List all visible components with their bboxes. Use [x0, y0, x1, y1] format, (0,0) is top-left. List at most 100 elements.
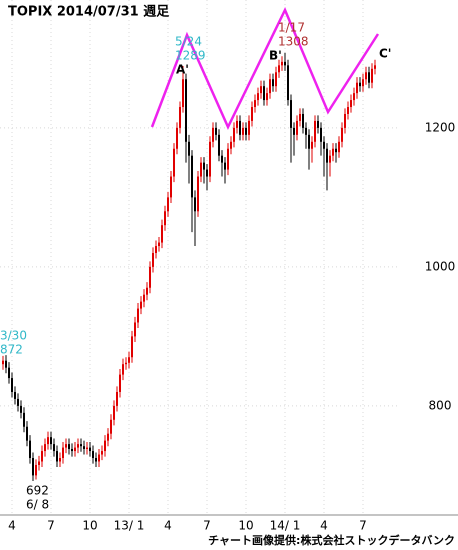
y-tick-label: 1200	[425, 120, 456, 134]
candle-body	[227, 148, 229, 170]
candle-body	[125, 362, 127, 365]
credit: チャート画像提供:株式会社ストックデータバンク	[208, 533, 455, 547]
candle-body	[311, 141, 313, 149]
annotation: C'	[379, 47, 391, 61]
candle-body	[131, 336, 133, 358]
candle-body	[290, 100, 292, 128]
candle-body	[260, 86, 262, 94]
candle-body	[209, 141, 211, 177]
candle-body	[65, 444, 67, 448]
candle-body	[29, 440, 31, 459]
candle-body	[110, 419, 112, 434]
candle-body	[245, 127, 247, 135]
candle-body	[371, 68, 373, 83]
x-tick-label: 4	[320, 519, 328, 533]
x-tick-label: 10	[238, 519, 253, 533]
candle-body	[26, 426, 28, 441]
annotation: 3/30	[0, 329, 27, 343]
candle-body	[326, 148, 328, 163]
candle-body	[368, 72, 370, 83]
candle-body	[320, 127, 322, 142]
candle-body	[200, 162, 202, 177]
candle-body	[107, 433, 109, 441]
x-tick-label: 7	[47, 519, 55, 533]
candle-body	[155, 246, 157, 253]
candle-body	[269, 79, 271, 94]
candle-body	[44, 444, 46, 452]
annotation: B'	[269, 49, 282, 63]
candle-body	[89, 447, 91, 452]
candle-body	[116, 391, 118, 406]
grid	[0, 0, 400, 515]
candle-body	[2, 360, 4, 365]
candle-body	[74, 447, 76, 452]
annotation: A'	[176, 63, 189, 77]
candle-body	[374, 65, 376, 69]
candle-body	[233, 127, 235, 142]
candle-body	[122, 364, 124, 375]
candle-body	[203, 162, 205, 170]
x-tick-label: 13/ 1	[114, 519, 145, 533]
candle-body	[299, 113, 301, 121]
candle-body	[80, 444, 82, 447]
candle-body	[332, 148, 334, 156]
candle-body	[356, 82, 358, 94]
candle-body	[272, 79, 274, 87]
candle-body	[170, 176, 172, 198]
candle-body	[92, 451, 94, 459]
candle-body	[251, 107, 253, 121]
candle-body	[317, 120, 319, 128]
candle-body	[101, 451, 103, 455]
candle-body	[20, 405, 22, 413]
candle-body	[302, 113, 304, 128]
candle-body	[77, 444, 79, 448]
x-tick-label: 10	[82, 519, 97, 533]
candle-body	[284, 61, 286, 66]
candle-body	[146, 287, 148, 295]
candle-body	[167, 197, 169, 212]
candle-body	[197, 176, 199, 212]
candle-body	[11, 378, 13, 392]
x-tick-label: 4	[164, 519, 172, 533]
candle-body	[164, 211, 166, 226]
candle-body	[308, 134, 310, 149]
candle-body	[68, 444, 70, 449]
candle-body	[185, 79, 187, 142]
annotation: 1289	[175, 49, 206, 63]
annotation: 6/ 8	[26, 498, 49, 512]
candle-body	[224, 162, 226, 170]
annotation: 1308	[278, 35, 309, 49]
pattern-line	[150, 6, 380, 130]
candles	[2, 52, 376, 481]
candle-body	[98, 454, 100, 462]
annotation: 692	[26, 484, 49, 498]
candle-body	[140, 301, 142, 309]
candle-body	[362, 79, 364, 87]
candle-body	[149, 266, 151, 288]
candle-body	[173, 148, 175, 177]
annotation: 872	[0, 343, 23, 357]
chart-title: TOPIX 2014/07/31 週足	[8, 5, 170, 20]
candle-body	[257, 93, 259, 101]
candle-body	[137, 308, 139, 323]
candle-body	[32, 458, 34, 476]
candle-body	[350, 100, 352, 108]
candle-body	[242, 127, 244, 135]
candle-body	[206, 169, 208, 177]
candle-body	[152, 252, 154, 267]
candle-body	[86, 447, 88, 449]
candle-body	[239, 120, 241, 135]
candle-body	[8, 367, 10, 379]
candle-body	[293, 127, 295, 135]
candle-body	[353, 93, 355, 101]
candle-body	[305, 127, 307, 135]
candle-body	[275, 72, 277, 87]
candle-body	[176, 127, 178, 149]
candle-body	[278, 65, 280, 73]
candle-body	[263, 86, 265, 101]
candle-body	[194, 197, 196, 212]
candle-body	[83, 446, 85, 449]
candle-body	[347, 107, 349, 114]
candle-body	[359, 82, 361, 87]
